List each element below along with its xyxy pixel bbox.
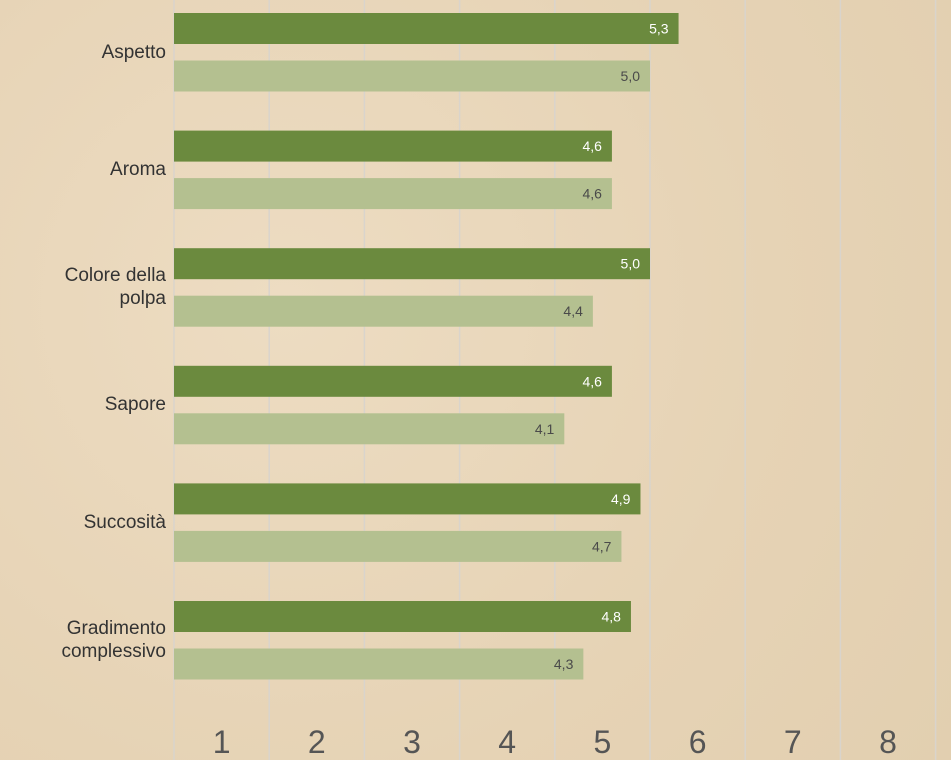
value-label: 4,7 <box>592 538 612 554</box>
x-tick-label: 2 <box>308 724 326 760</box>
x-tick-label: 4 <box>498 724 516 760</box>
x-tick-label: 7 <box>784 724 802 760</box>
category-text: Gradimento complessivo <box>61 618 166 662</box>
category-label: Sapore <box>20 375 166 435</box>
category-label: Gradimento complessivo <box>20 610 166 670</box>
bar <box>174 530 622 562</box>
value-label: 4,9 <box>611 491 631 507</box>
bar <box>174 248 650 280</box>
value-label: 4,6 <box>582 373 602 389</box>
value-label: 5,0 <box>621 68 641 84</box>
category-text: Succosità <box>83 511 166 533</box>
value-label: 4,6 <box>582 138 602 154</box>
bar <box>174 60 650 92</box>
category-text: Sapore <box>104 394 166 416</box>
value-label: 4,1 <box>535 421 555 437</box>
category-text: Colore della polpa <box>64 265 166 310</box>
x-tick-label: 8 <box>879 724 897 760</box>
bar <box>174 295 593 327</box>
x-tick-label: 1 <box>213 724 231 760</box>
bar <box>174 130 612 162</box>
value-label: 5,3 <box>649 21 669 37</box>
bar <box>174 483 641 515</box>
category-label: Succosità <box>20 492 166 552</box>
category-label: Aroma <box>20 140 166 200</box>
category-label: Colore della polpa <box>20 257 166 317</box>
x-tick-label: 6 <box>689 724 707 760</box>
bar <box>174 648 584 680</box>
value-label: 4,6 <box>582 186 602 202</box>
bar <box>174 365 612 397</box>
bar <box>174 13 679 44</box>
bar <box>174 413 565 445</box>
value-label: 4,4 <box>563 303 583 319</box>
value-label: 4,8 <box>601 609 621 625</box>
value-label: 4,3 <box>554 656 574 672</box>
value-label: 5,0 <box>621 256 641 272</box>
category-text: Aspetto <box>101 41 166 63</box>
bar <box>174 601 631 632</box>
x-tick-label: 3 <box>403 724 421 760</box>
x-tick-label: 5 <box>594 724 612 760</box>
category-text: Aroma <box>110 159 166 181</box>
category-label: Aspetto <box>20 22 166 82</box>
bar <box>174 178 612 210</box>
